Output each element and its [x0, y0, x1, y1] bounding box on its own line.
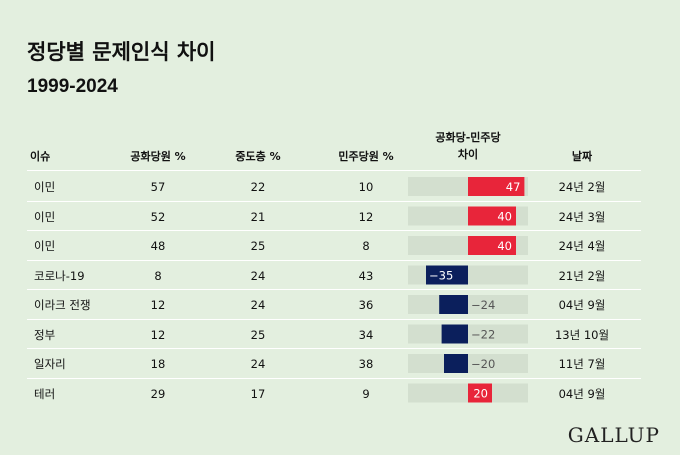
cell-dem: 10: [358, 180, 374, 194]
header-rep: 공화당원 %: [130, 150, 186, 163]
gap-bar-label: −35: [429, 269, 453, 283]
row-divider: [27, 230, 641, 231]
cell-issue: 이민: [34, 209, 56, 224]
cell-ind: 24: [250, 298, 266, 312]
cell-ind: 24: [250, 357, 266, 371]
gap-bar-label: −24: [471, 298, 495, 312]
chart-subtitle: 1999-2024: [27, 76, 118, 97]
cell-issue: 이민: [34, 180, 56, 194]
cell-ind: 17: [250, 386, 266, 401]
gap-bar-label: 20: [473, 387, 488, 401]
row-divider: [27, 377, 641, 379]
cell-rep: 52: [150, 209, 166, 224]
row-divider: [27, 348, 641, 349]
cell-ind: 25: [250, 327, 266, 342]
gallup-logo: GALLUP: [567, 423, 660, 447]
row-divider: [27, 200, 641, 202]
cell-dem: 34: [358, 327, 374, 342]
header-gap-line2: 차이: [457, 148, 479, 161]
cell-dem: 43: [358, 268, 374, 283]
cell-date: 21년 2월: [558, 268, 606, 283]
cell-rep: 29: [150, 386, 166, 401]
cell-rep: 57: [150, 180, 166, 194]
gap-bar: [444, 354, 468, 373]
cell-dem: 9: [362, 386, 370, 401]
cell-date: 24년 2월: [558, 180, 606, 194]
cell-issue: 테러: [34, 386, 56, 401]
cell-ind: 22: [250, 180, 266, 194]
cell-issue: 정부: [34, 327, 56, 342]
cell-date: 13년 10월: [554, 327, 610, 342]
cell-ind: 24: [250, 268, 266, 283]
gap-bar: [426, 265, 468, 285]
cell-rep: 12: [150, 327, 166, 342]
gap-bar-label: 40: [497, 210, 512, 224]
chart-title: 정당별 문제인식 차이: [27, 40, 216, 64]
gap-bar-label: −22: [471, 328, 495, 342]
cell-date: 24년 4월: [558, 239, 606, 253]
cell-date: 04년 9월: [558, 298, 606, 312]
cell-issue: 일자리: [34, 357, 66, 371]
gap-bar: [468, 206, 516, 226]
cell-rep: 8: [154, 268, 162, 283]
cell-issue: 코로나-19: [34, 268, 85, 283]
gap-bar: [468, 236, 516, 255]
cell-dem: 38: [358, 357, 374, 371]
header-dem: 민주당원 %: [338, 150, 394, 163]
cell-issue: 이민: [34, 239, 56, 253]
gap-bar-label: 40: [497, 239, 512, 253]
cell-date: 11년 7월: [558, 357, 606, 371]
header-gap-line1: 공화당-민주당: [435, 131, 501, 144]
cell-ind: 25: [250, 239, 266, 253]
cell-date: 24년 3월: [558, 209, 606, 224]
cell-date: 04년 9월: [558, 386, 606, 401]
gap-bar: [468, 383, 492, 403]
cell-rep: 18: [150, 357, 166, 371]
gap-bar: [439, 295, 468, 314]
cell-rep: 12: [150, 298, 166, 312]
header-date: 날짜: [571, 150, 593, 163]
row-divider: [27, 289, 641, 290]
gap-bar: [441, 324, 468, 344]
cell-dem: 12: [358, 209, 374, 224]
row-divider: [27, 259, 641, 261]
gap-bar-label: −20: [471, 357, 495, 371]
cell-dem: 8: [362, 239, 370, 253]
header-ind: 중도층 %: [235, 150, 281, 163]
gap-bar: [468, 177, 525, 196]
header-issue: 이슈: [30, 150, 51, 163]
cell-issue: 이라크 전쟁: [34, 298, 91, 312]
cell-rep: 48: [150, 239, 166, 253]
cell-dem: 36: [358, 298, 374, 312]
cell-ind: 21: [250, 209, 266, 224]
gap-bar-label: 47: [506, 180, 521, 194]
header-divider: [27, 170, 641, 171]
row-divider: [27, 318, 641, 320]
